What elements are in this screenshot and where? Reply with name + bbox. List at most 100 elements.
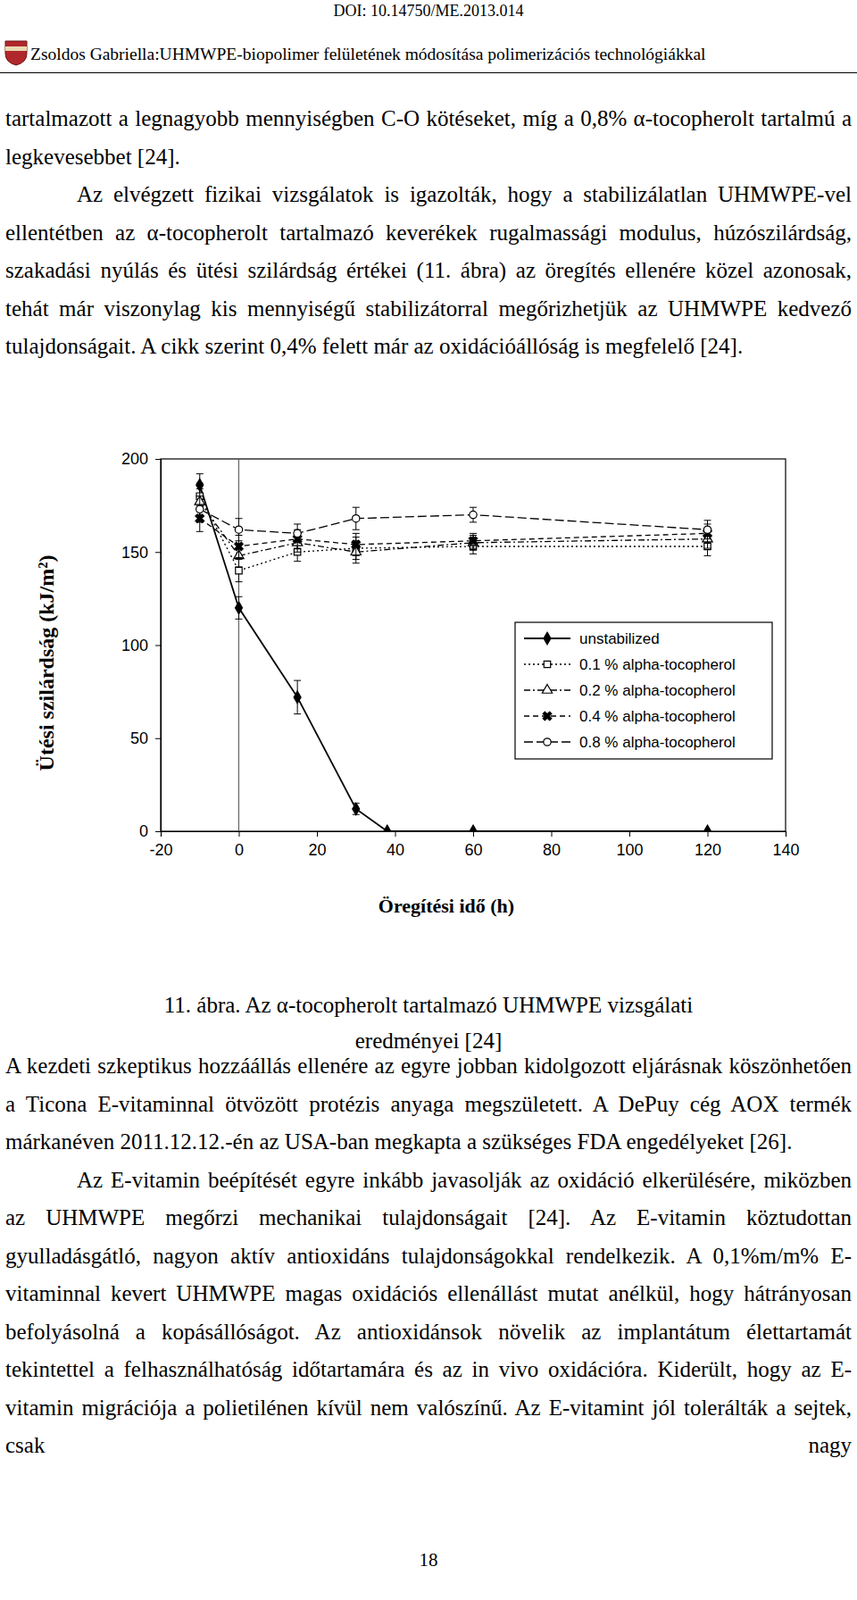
y-tick-mark: [155, 551, 161, 553]
text-block: A kezdeti szkeptikus hozzáállás ellenére…: [5, 1047, 852, 1465]
logo-shield: [5, 41, 27, 66]
data-point: [703, 525, 711, 533]
y-tick: 0: [139, 822, 161, 841]
y-tick: 150: [121, 543, 161, 562]
x-tick-label: 100: [615, 840, 643, 859]
reference-line: [238, 458, 240, 832]
y-axis: 0 50 100 150 200: [121, 449, 162, 841]
x-tick-label: 60: [464, 840, 483, 859]
y-tick-label: 100: [121, 636, 149, 655]
y-tick-label: 0: [139, 822, 149, 841]
plot-area: [192, 458, 716, 832]
legend-marker: [543, 660, 550, 667]
x-axis: -20 0 20 40 60 80 100 120 140: [149, 831, 799, 859]
data-point: [469, 824, 477, 832]
y-tick: 100: [121, 636, 161, 655]
error-bar: [469, 507, 477, 523]
error-bar: [352, 507, 360, 530]
paragraph: A kezdeti szkeptikus hozzáállás ellenére…: [5, 1047, 852, 1162]
paragraph: tartalmazott a legnagyobb mennyiségben C…: [5, 99, 852, 176]
x-tick-mark: [629, 831, 631, 837]
y-axis-line: [155, 459, 162, 833]
x-tick-mark: [707, 831, 709, 837]
page-number: 18: [0, 1548, 857, 1572]
data-point: [235, 566, 242, 574]
x-tick-mark: [551, 831, 553, 837]
y-tick: 50: [130, 729, 161, 748]
caption: 11. ábra. Az α-tocopherolt tartalmazó UH…: [133, 987, 724, 1059]
x-tick: -20: [149, 831, 173, 859]
x-tick: 0: [234, 831, 244, 859]
x-axis-title: Öregítési idő (h): [378, 894, 515, 917]
x-tick-mark: [785, 831, 787, 837]
x-tick: 60: [464, 831, 483, 859]
legend-label: unstabilized: [579, 630, 660, 648]
x-tick: 20: [307, 831, 326, 859]
data-point: [465, 533, 481, 549]
data-point: [234, 525, 242, 533]
y-axis-title: Ütési szilárdság (kJ/m²): [34, 555, 59, 772]
legend-label: 0.1 % alpha-tocopherol: [579, 656, 736, 674]
y-tick-label: 50: [130, 729, 149, 748]
data-point: [293, 529, 301, 537]
y-tick-label: 200: [121, 449, 149, 468]
error-bar: [293, 524, 301, 543]
legend-label: 0.8 % alpha-tocopherol: [579, 733, 736, 751]
text-block: tartalmazott a legnagyobb mennyiségben C…: [5, 99, 852, 367]
plot-frame: [160, 458, 786, 832]
x-tick-mark: [239, 831, 241, 837]
legend-marker: [543, 738, 551, 746]
data-point: [293, 690, 301, 704]
x-tick: 120: [694, 831, 722, 859]
y-tick-mark: [155, 458, 161, 460]
error-bar: [235, 596, 243, 619]
x-tick-label: 120: [694, 840, 722, 859]
data-point: [235, 601, 243, 615]
paragraph: Az E-vitamin beépítését egyre inkább jav…: [5, 1161, 852, 1465]
legend-marker: [540, 708, 555, 724]
series-line: [199, 508, 708, 533]
logo-band: [5, 46, 27, 51]
error-bar: [293, 680, 301, 715]
error-bar: [196, 496, 204, 523]
y-tick-mark: [155, 645, 161, 647]
x-tick-label: 140: [772, 840, 799, 859]
running-title: Zsoldos Gabriella:UHMWPE-biopolimer felü…: [30, 44, 707, 65]
x-tick-label: 0: [234, 840, 244, 859]
series-line: [199, 496, 708, 571]
legend: unstabilized 0.1 % alpha-tocopherol 0.2 % …: [515, 622, 773, 759]
error-bar: [352, 803, 360, 816]
x-axis-line: [161, 832, 787, 838]
y-tick-label: 150: [121, 543, 149, 562]
paragraph: Az elvégzett fizikai vizsgálatok is igaz…: [5, 175, 852, 367]
legend-label: 0.2 % alpha-tocopherol: [579, 682, 736, 699]
data-point: [352, 515, 360, 523]
data-point: [196, 505, 204, 513]
error-bar: [704, 520, 712, 540]
header-rule: [0, 72, 857, 74]
data-point: [469, 510, 477, 518]
x-tick-mark: [473, 831, 475, 837]
x-tick-mark: [316, 831, 318, 837]
x-tick-mark: [395, 831, 397, 837]
y-tick-mark: [155, 738, 161, 740]
data-point: [383, 824, 392, 832]
x-tick: 40: [386, 831, 405, 859]
chart: -20020406080100120140050100150200Öregíté…: [0, 437, 857, 938]
x-tick-label: -20: [149, 840, 173, 859]
data-point: [352, 802, 360, 816]
y-tick-mark: [155, 831, 161, 833]
series-line: [199, 501, 708, 556]
legend-marker: [543, 632, 551, 645]
logo: [3, 39, 29, 67]
x-tick: 100: [615, 831, 643, 859]
legend-box: [515, 622, 773, 759]
x-tick: 80: [542, 831, 561, 859]
data-point: [232, 539, 247, 554]
data-point: [349, 537, 364, 552]
y-tick: 200: [121, 449, 161, 468]
x-tick-label: 40: [386, 840, 405, 859]
data-point: [704, 824, 712, 832]
x-tick: 140: [772, 831, 799, 859]
x-tick-label: 80: [542, 840, 561, 859]
